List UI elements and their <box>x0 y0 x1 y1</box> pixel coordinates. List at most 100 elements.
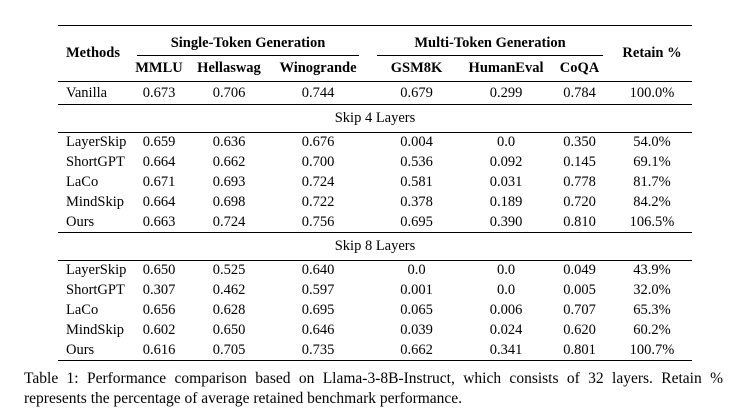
method-cell: Ours <box>66 213 95 230</box>
value-cell: 0.039 <box>400 322 433 338</box>
value-cell: 0.695 <box>400 213 433 230</box>
table-row: Vanilla 0.673 0.706 0.744 0.679 0.299 0.… <box>58 82 692 105</box>
value-cell: 0.004 <box>400 134 433 151</box>
table-row: ShortGPT 0.307 0.462 0.597 0.001 0.0 0.0… <box>58 281 692 301</box>
value-cell: 0.616 <box>142 341 176 358</box>
value-cell: 0.706 <box>212 84 246 101</box>
value-cell: 0.664 <box>142 194 176 210</box>
method-cell: ShortGPT <box>66 282 125 298</box>
value-cell: 0.628 <box>212 302 246 318</box>
retain-col-header: Retain % <box>612 25 693 82</box>
group-header-single-token-label: Single-Token Generation <box>137 35 360 56</box>
value-cell: 0.049 <box>563 262 596 279</box>
value-cell: 0.705 <box>212 341 246 358</box>
value-cell: 0.810 <box>563 213 596 230</box>
value-cell: 0.744 <box>301 84 335 101</box>
table-row: ShortGPT 0.664 0.662 0.700 0.536 0.092 0… <box>58 153 692 173</box>
col-header-mmlu: MMLU <box>128 55 190 82</box>
value-cell: 0.0 <box>496 282 516 298</box>
method-cell: LaCo <box>66 174 99 190</box>
value-cell: 0.350 <box>563 134 596 151</box>
value-cell: 0.700 <box>301 154 335 170</box>
value-cell: 0.756 <box>301 213 335 230</box>
method-cell: Vanilla <box>66 84 108 101</box>
value-cell: 0.581 <box>400 174 433 190</box>
col-header-coqa: CoQA <box>547 55 613 82</box>
retain-cell: 100.7% <box>629 341 675 358</box>
table-row: LaCo 0.656 0.628 0.695 0.065 0.006 0.707… <box>58 301 692 321</box>
col-header-gsm8k: GSM8K <box>368 55 466 82</box>
value-cell: 0.341 <box>489 341 523 358</box>
value-cell: 0.525 <box>212 262 246 279</box>
value-cell: 0.664 <box>142 154 176 170</box>
value-cell: 0.602 <box>142 322 176 338</box>
table-row: Ours 0.663 0.724 0.756 0.695 0.390 0.810… <box>58 213 692 233</box>
retain-cell: 100.0% <box>629 84 675 101</box>
retain-cell: 60.2% <box>633 322 671 338</box>
group-header-multi-token-label: Multi-Token Generation <box>377 35 604 56</box>
value-cell: 0.620 <box>563 322 596 338</box>
methods-col-header: Methods <box>58 25 128 82</box>
value-cell: 0.646 <box>301 322 335 338</box>
value-cell: 0.778 <box>563 174 596 190</box>
value-cell: 0.693 <box>212 174 246 190</box>
value-cell: 0.636 <box>212 134 246 151</box>
table-row: LaCo 0.671 0.693 0.724 0.581 0.031 0.778… <box>58 173 692 193</box>
value-cell: 0.307 <box>142 282 176 298</box>
results-table-container: Methods Single-Token Generation Multi-To… <box>58 25 693 361</box>
value-cell: 0.650 <box>142 262 176 279</box>
value-cell: 0.006 <box>489 302 523 318</box>
method-cell: MindSkip <box>66 322 125 338</box>
method-cell: Ours <box>66 341 95 358</box>
value-cell: 0.145 <box>563 154 596 170</box>
value-cell: 0.536 <box>400 154 433 170</box>
value-cell: 0.650 <box>212 322 246 338</box>
method-cell: LayerSkip <box>66 262 127 279</box>
value-cell: 0.720 <box>563 194 596 210</box>
value-cell: 0.735 <box>301 341 335 358</box>
table-row: MindSkip 0.664 0.698 0.722 0.378 0.189 0… <box>58 193 692 213</box>
method-cell: MindSkip <box>66 194 125 210</box>
retain-cell: 106.5% <box>629 213 675 230</box>
value-cell: 0.673 <box>142 84 176 101</box>
value-cell: 0.189 <box>489 194 523 210</box>
col-header-hellaswag: Hellaswag <box>190 55 268 82</box>
value-cell: 0.724 <box>301 174 335 190</box>
table-row: LayerSkip 0.659 0.636 0.676 0.004 0.0 0.… <box>58 133 692 153</box>
table-row: Ours 0.616 0.705 0.735 0.662 0.341 0.801… <box>58 341 692 361</box>
value-cell: 0.390 <box>489 213 523 230</box>
method-cell: LaCo <box>66 302 99 318</box>
value-cell: 0.695 <box>301 302 335 318</box>
value-cell: 0.378 <box>400 194 433 210</box>
group-header-multi-token: Multi-Token Generation <box>368 26 612 56</box>
value-cell: 0.656 <box>142 302 176 318</box>
retain-cell: 43.9% <box>633 262 671 279</box>
value-cell: 0.663 <box>142 213 176 230</box>
value-cell: 0.698 <box>212 194 246 210</box>
col-header-winogrande: Winogrande <box>268 55 369 82</box>
value-cell: 0.784 <box>563 84 596 101</box>
value-cell: 0.0 <box>407 262 426 279</box>
value-cell: 0.662 <box>400 341 433 358</box>
retain-cell: 32.0% <box>633 282 671 298</box>
retain-cell: 81.7% <box>633 174 671 190</box>
value-cell: 0.801 <box>563 341 596 358</box>
table-caption: Table 1: Performance comparison based on… <box>24 370 723 407</box>
retain-cell: 69.1% <box>633 154 671 170</box>
value-cell: 0.671 <box>142 174 176 190</box>
value-cell: 0.722 <box>301 194 335 210</box>
retain-cell: 65.3% <box>633 302 671 318</box>
value-cell: 0.092 <box>489 154 523 170</box>
value-cell: 0.659 <box>142 134 176 151</box>
value-cell: 0.0 <box>496 134 516 151</box>
value-cell: 0.676 <box>301 134 335 151</box>
group-header-single-token: Single-Token Generation <box>128 26 368 56</box>
results-table: Methods Single-Token Generation Multi-To… <box>58 25 693 361</box>
col-header-humaneval: HumanEval <box>465 55 548 82</box>
section-header-row: Skip 4 Layers <box>58 104 693 133</box>
section-title: Skip 4 Layers <box>58 104 693 133</box>
value-cell: 0.724 <box>212 213 246 230</box>
value-cell: 0.024 <box>489 322 523 338</box>
table-row: LayerSkip 0.650 0.525 0.640 0.0 0.0 0.04… <box>58 261 692 281</box>
value-cell: 0.0 <box>496 262 516 279</box>
